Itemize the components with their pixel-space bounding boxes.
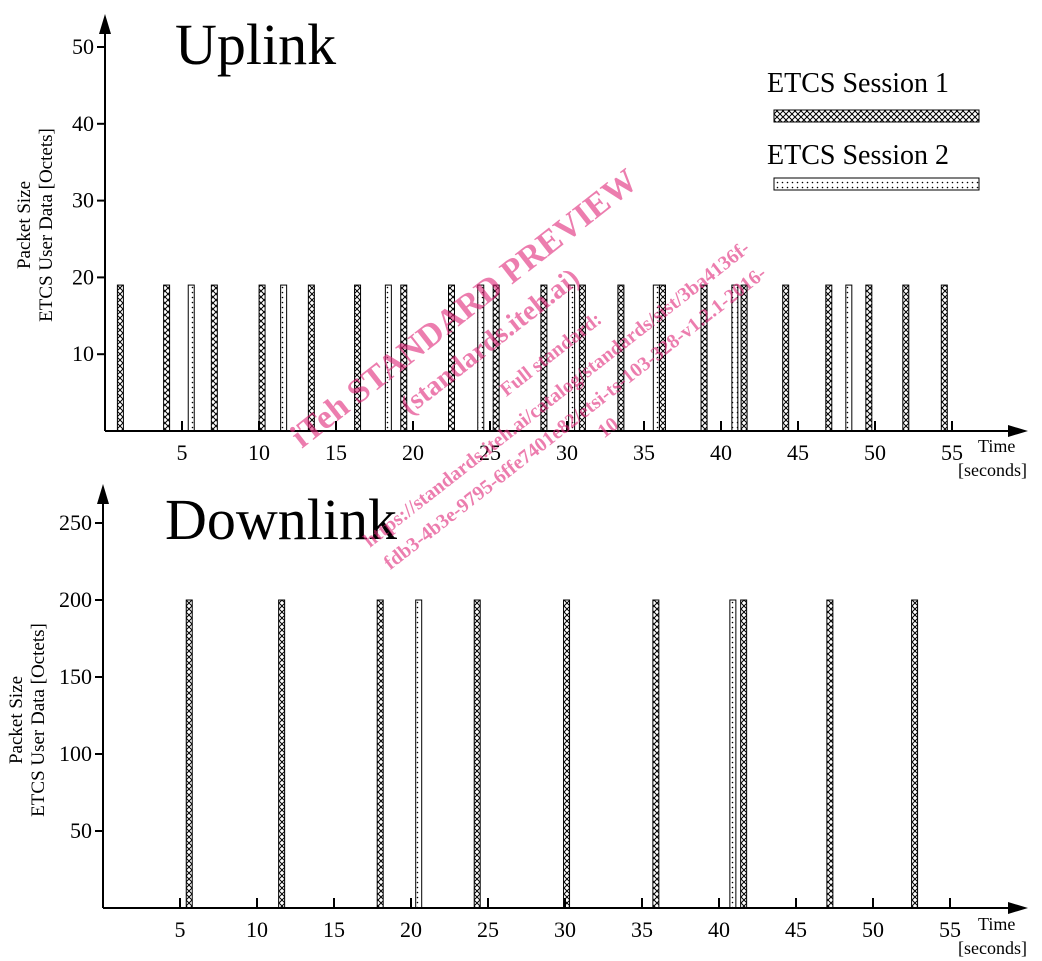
uplink-bar-session1 (163, 284, 171, 432)
uplink-bar-session1 (210, 284, 218, 432)
downlink-x-tick-label: 35 (631, 917, 653, 942)
uplink-bar-session1 (940, 284, 948, 432)
downlink-bar-session1 (826, 599, 834, 909)
uplink-bar-session1 (865, 284, 873, 432)
downlink-x-tick-label: 5 (175, 917, 186, 942)
uplink-bar-session1 (825, 284, 833, 432)
uplink-x-tick-label: 55 (941, 440, 963, 465)
uplink-x-tick-label: 35 (633, 440, 655, 465)
downlink-bar-session1 (185, 599, 193, 909)
downlink-x-tick-label: 45 (785, 917, 807, 942)
uplink-y-tick-label: 50 (72, 34, 94, 59)
uplink-y-label-line2: ETCS User Data [Octets] (36, 128, 57, 322)
uplink-x-tick-label: 40 (710, 440, 732, 465)
downlink-x-tick-label: 30 (554, 917, 576, 942)
downlink-chart: Downlink 50 100 150 200 250 5 10 15 20 25 30 35 40 4… (6, 484, 1028, 958)
uplink-bar-session1 (782, 284, 790, 432)
downlink-x-arrow (1008, 902, 1028, 914)
uplink-x-tick-label: 10 (248, 440, 270, 465)
downlink-bar-session2 (729, 599, 737, 909)
downlink-title: Downlink (165, 487, 397, 552)
downlink-bar-session1 (376, 599, 384, 909)
downlink-y-tick-label: 250 (59, 510, 92, 535)
downlink-x-tick-label: 55 (939, 917, 961, 942)
uplink-y-arrow (99, 14, 111, 34)
downlink-x-ticks: 5 10 15 20 25 30 35 40 45 50 55 (175, 898, 961, 942)
downlink-bar-session1 (911, 599, 919, 909)
uplink-bar-session1 (740, 284, 748, 432)
downlink-bar-session1 (740, 599, 748, 909)
uplink-y-tick-label: 40 (72, 111, 94, 136)
downlink-bar-session1 (473, 599, 481, 909)
uplink-x-ticks: 5 10 15 20 25 30 35 40 45 50 55 (177, 421, 963, 465)
uplink-y-tick-label: 20 (72, 264, 94, 289)
downlink-y-label-line2: ETCS User Data [Octets] (28, 623, 49, 817)
downlink-bar-session2 (415, 599, 423, 909)
uplink-bar-session1 (116, 284, 124, 432)
uplink-title: Uplink (175, 12, 336, 77)
uplink-x-tick-label: 30 (556, 440, 578, 465)
downlink-x-tick-label: 50 (862, 917, 884, 942)
downlink-y-arrow (97, 484, 109, 504)
downlink-x-label-line2: [seconds] (958, 938, 1027, 958)
legend-label-session2: ETCS Session 2 (767, 140, 949, 171)
uplink-x-arrow (1008, 425, 1028, 437)
uplink-x-tick-label: 45 (787, 440, 809, 465)
legend-swatch-session1 (773, 109, 980, 123)
downlink-y-ticks: 50 100 150 200 250 (59, 510, 103, 843)
uplink-bar-session2 (187, 284, 195, 432)
downlink-x-tick-label: 20 (400, 917, 422, 942)
uplink-y-tick-label: 30 (72, 188, 94, 213)
uplink-y-label-line1: Packet Size (14, 181, 35, 269)
uplink-bar-session1 (258, 284, 266, 432)
downlink-y-tick-label: 50 (70, 818, 92, 843)
legend-swatch-session2 (773, 177, 980, 191)
downlink-bar-session1 (563, 599, 571, 909)
uplink-x-tick-label: 20 (402, 440, 424, 465)
uplink-y-tick-label: 10 (72, 341, 94, 366)
downlink-bars (185, 599, 919, 909)
downlink-y-tick-label: 150 (59, 664, 92, 689)
uplink-x-label-line1: Time (978, 436, 1015, 456)
legend-label-session1: ETCS Session 1 (767, 68, 949, 99)
downlink-x-tick-label: 10 (246, 917, 268, 942)
uplink-x-label-line2: [seconds] (958, 460, 1027, 480)
uplink-x-tick-label: 50 (864, 440, 886, 465)
downlink-y-label-line1: Packet Size (6, 676, 27, 764)
downlink-x-tick-label: 15 (323, 917, 345, 942)
uplink-x-tick-label: 15 (325, 440, 347, 465)
downlink-x-label-line1: Time (978, 914, 1015, 934)
legend: ETCS Session 1 ETCS Session 2 (767, 68, 980, 191)
uplink-x-tick-label: 25 (479, 440, 501, 465)
uplink-bar-session2 (845, 284, 853, 432)
uplink-bar-session2 (280, 284, 288, 432)
uplink-y-ticks: 10 20 30 40 50 (72, 34, 105, 366)
downlink-y-tick-label: 200 (59, 587, 92, 612)
downlink-x-tick-label: 25 (477, 917, 499, 942)
downlink-y-tick-label: 100 (59, 741, 92, 766)
downlink-bar-session1 (278, 599, 286, 909)
uplink-bar-session1 (902, 284, 910, 432)
downlink-x-tick-label: 40 (708, 917, 730, 942)
uplink-x-tick-label: 5 (177, 440, 188, 465)
downlink-bar-session1 (652, 599, 660, 909)
